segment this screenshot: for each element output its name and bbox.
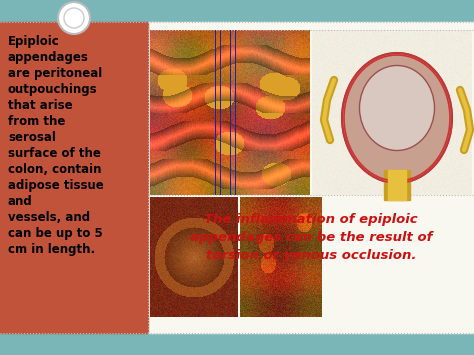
Bar bbox=[0, 22, 148, 333]
Text: The inflammation of epiploic
appendages can be the result of
torsion or venous o: The inflammation of epiploic appendages … bbox=[190, 213, 432, 262]
Bar bbox=[0, 333, 474, 355]
Ellipse shape bbox=[359, 66, 435, 151]
Circle shape bbox=[64, 8, 84, 28]
Circle shape bbox=[58, 2, 90, 34]
Ellipse shape bbox=[342, 53, 452, 183]
Bar bbox=[148, 22, 474, 333]
Text: Epiploic
appendages
are peritoneal
outpouchings
that arise
from the
serosal
surf: Epiploic appendages are peritoneal outpo… bbox=[8, 35, 104, 256]
Bar bbox=[0, 0, 474, 22]
Bar bbox=[388, 170, 406, 200]
Bar bbox=[384, 170, 410, 200]
